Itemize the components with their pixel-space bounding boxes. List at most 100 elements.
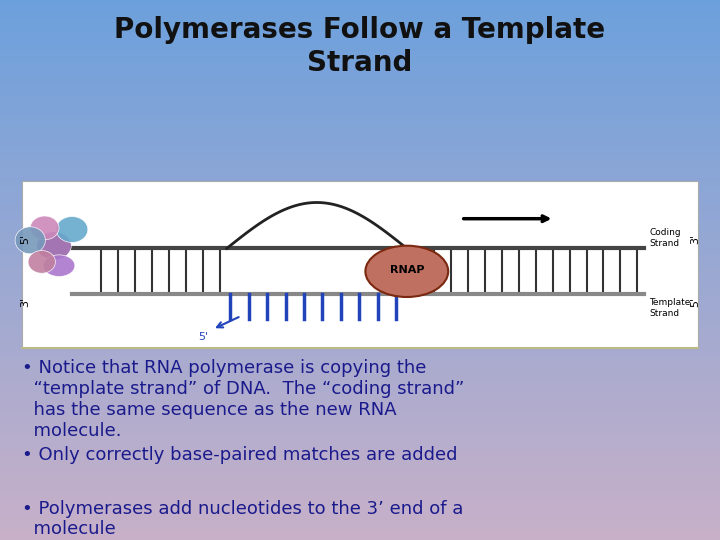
Bar bbox=[0, 116, 720, 119]
Bar bbox=[0, 284, 720, 286]
Bar bbox=[0, 408, 720, 410]
Bar bbox=[0, 370, 720, 373]
Bar bbox=[0, 343, 720, 346]
Bar bbox=[0, 86, 720, 89]
Bar bbox=[0, 27, 720, 30]
Bar bbox=[0, 319, 720, 321]
Bar bbox=[0, 437, 720, 440]
Bar bbox=[0, 427, 720, 429]
Text: 5': 5' bbox=[199, 332, 209, 342]
Bar bbox=[0, 383, 720, 386]
Bar bbox=[0, 84, 720, 86]
Bar bbox=[0, 124, 720, 127]
Bar bbox=[0, 202, 720, 205]
Bar bbox=[0, 497, 720, 500]
Bar bbox=[0, 472, 720, 475]
Bar bbox=[0, 502, 720, 505]
Bar bbox=[0, 94, 720, 97]
Bar bbox=[0, 526, 720, 529]
Bar bbox=[0, 192, 720, 194]
Bar bbox=[0, 65, 720, 68]
Bar bbox=[0, 289, 720, 292]
Ellipse shape bbox=[365, 246, 448, 297]
Bar bbox=[0, 367, 720, 370]
Bar bbox=[0, 259, 720, 262]
Bar bbox=[0, 162, 720, 165]
Bar bbox=[0, 537, 720, 540]
Bar bbox=[0, 405, 720, 408]
Bar bbox=[0, 467, 720, 470]
Bar bbox=[0, 535, 720, 537]
Bar bbox=[0, 51, 720, 54]
Bar bbox=[0, 30, 720, 32]
Bar bbox=[0, 321, 720, 324]
Bar bbox=[0, 113, 720, 116]
Text: 3': 3' bbox=[690, 234, 700, 244]
Bar bbox=[0, 297, 720, 300]
Bar bbox=[0, 248, 720, 251]
Bar bbox=[0, 219, 720, 221]
Text: 5': 5' bbox=[20, 234, 30, 244]
Bar bbox=[0, 3, 720, 5]
Bar bbox=[0, 76, 720, 78]
Bar bbox=[0, 486, 720, 489]
Bar bbox=[0, 483, 720, 486]
Bar bbox=[0, 529, 720, 532]
Bar bbox=[0, 491, 720, 494]
Bar bbox=[0, 346, 720, 348]
Bar bbox=[0, 524, 720, 526]
Bar bbox=[0, 5, 720, 8]
Bar bbox=[0, 386, 720, 389]
Bar bbox=[0, 256, 720, 259]
Bar bbox=[0, 227, 720, 229]
Bar bbox=[0, 140, 720, 143]
Bar bbox=[0, 402, 720, 405]
Bar bbox=[0, 508, 720, 510]
Bar bbox=[0, 16, 720, 19]
Bar bbox=[0, 73, 720, 76]
Bar bbox=[0, 130, 720, 132]
Bar bbox=[0, 475, 720, 478]
Bar bbox=[0, 8, 720, 11]
Bar bbox=[0, 324, 720, 327]
Bar bbox=[0, 46, 720, 49]
Bar bbox=[0, 310, 720, 313]
Bar bbox=[0, 35, 720, 38]
Bar bbox=[0, 243, 720, 246]
Bar bbox=[0, 451, 720, 454]
Text: Polymerases Follow a Template
Strand: Polymerases Follow a Template Strand bbox=[114, 16, 606, 77]
Bar bbox=[0, 394, 720, 397]
Bar bbox=[0, 518, 720, 521]
Bar bbox=[0, 505, 720, 508]
Bar bbox=[0, 59, 720, 62]
Bar bbox=[0, 232, 720, 235]
Bar bbox=[0, 176, 720, 178]
Bar bbox=[0, 448, 720, 451]
Ellipse shape bbox=[37, 232, 71, 260]
Bar bbox=[0, 194, 720, 197]
Bar bbox=[0, 151, 720, 154]
Bar bbox=[0, 246, 720, 248]
Bar bbox=[0, 159, 720, 162]
Bar bbox=[0, 57, 720, 59]
Bar bbox=[0, 421, 720, 424]
Bar bbox=[0, 197, 720, 200]
Bar bbox=[0, 443, 720, 445]
Bar bbox=[0, 375, 720, 378]
Bar bbox=[0, 300, 720, 302]
Bar bbox=[0, 181, 720, 184]
Bar bbox=[0, 208, 720, 211]
Bar bbox=[0, 270, 720, 273]
FancyBboxPatch shape bbox=[22, 181, 698, 348]
Bar bbox=[0, 302, 720, 305]
Bar bbox=[0, 238, 720, 240]
Bar bbox=[0, 275, 720, 278]
Bar bbox=[0, 24, 720, 27]
Bar bbox=[0, 286, 720, 289]
Ellipse shape bbox=[30, 216, 59, 240]
Bar bbox=[0, 11, 720, 14]
Bar bbox=[0, 38, 720, 40]
Bar bbox=[0, 359, 720, 362]
Bar bbox=[0, 78, 720, 81]
Bar bbox=[0, 230, 720, 232]
